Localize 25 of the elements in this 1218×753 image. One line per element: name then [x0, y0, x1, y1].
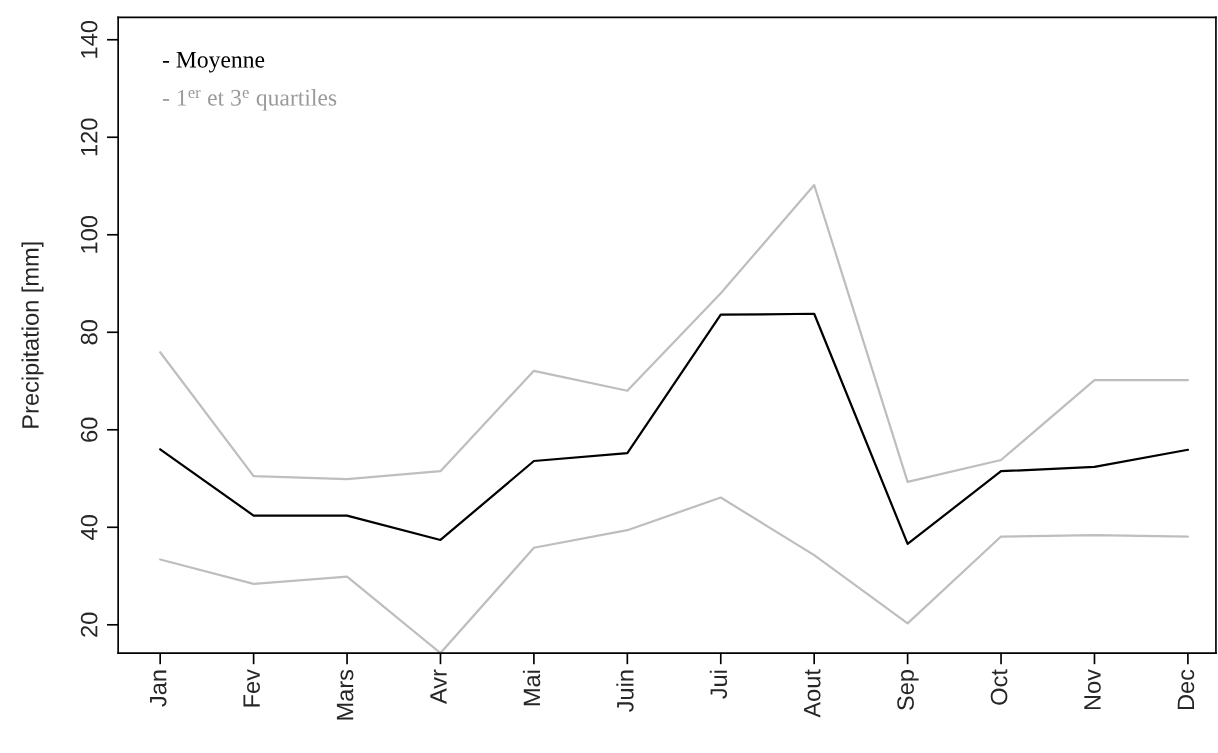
x-tick-label: Sep: [897, 670, 919, 710]
y-tick-label: 60: [80, 417, 98, 442]
x-tick-label: Oct: [990, 669, 1008, 705]
text: - Moyenne: [162, 51, 265, 73]
x-tick-label: Jan: [150, 670, 167, 707]
line-series: [159, 183, 1190, 484]
x-tick-label: Fev: [243, 669, 260, 707]
line-series: [159, 312, 1190, 545]
y-axis-title: Precipitation [mm]: [21, 242, 44, 428]
x-tick-label: Jui: [709, 670, 728, 699]
y-tick-label: 100: [80, 215, 98, 253]
line-series: [159, 496, 1190, 654]
y-tick-label: 20: [80, 612, 98, 637]
y-tick-label: 80: [80, 320, 98, 345]
x-tick-label: Dec: [1177, 669, 1195, 710]
x-tick-label: Aout: [804, 669, 821, 718]
x-tick-label: Nov: [1084, 669, 1101, 710]
x-tick-label: Mai: [522, 670, 541, 706]
text: - 1$^{er}$ et 3$^{e}$ quartiles: [162, 89, 337, 111]
x-tick-label: Avr: [430, 669, 447, 704]
x-tick-label: Juin: [616, 670, 634, 712]
y-tick-label: 120: [80, 118, 98, 156]
y-tick-label: 140: [80, 20, 98, 58]
y-tick-label: 40: [80, 515, 98, 540]
x-tick-label: Mars: [336, 669, 354, 720]
